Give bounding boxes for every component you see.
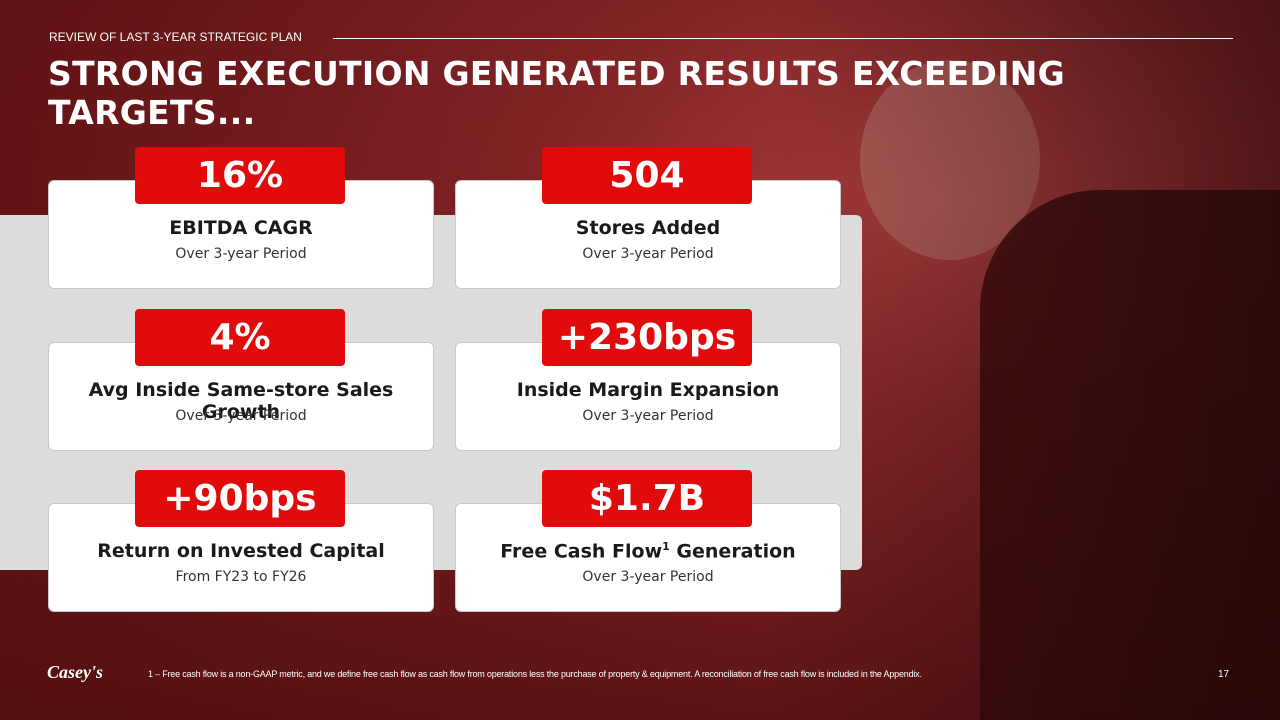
metric-value: +230bps xyxy=(542,309,752,366)
metric-label: EBITDA CAGR xyxy=(49,217,433,239)
metric-label-text: Free Cash Flow xyxy=(500,540,663,563)
metric-label: Return on Invested Capital xyxy=(49,540,433,562)
metric-value: +90bps xyxy=(135,470,345,527)
metric-label-text: Inside Margin Expansion xyxy=(516,379,780,401)
slide-title: STRONG EXECUTION GENERATED RESULTS EXCEE… xyxy=(48,54,1066,132)
metric-label: Free Cash Flow1 Generation xyxy=(456,540,840,562)
metric-label-text: Stores Added xyxy=(575,217,721,239)
metric-sublabel: Over 3-year Period xyxy=(175,408,307,424)
metric-value: $1.7B xyxy=(542,470,752,527)
metric-label: Inside Margin Expansion xyxy=(456,379,840,401)
metric-label: Stores Added xyxy=(456,217,840,239)
footnote: 1 – Free cash flow is a non-GAAP metric,… xyxy=(148,669,922,679)
page-number: 17 xyxy=(1218,669,1230,680)
footnote-ref: 1 xyxy=(662,540,670,553)
metric-value: 4% xyxy=(135,309,345,366)
metric-sublabel: Over 3-year Period xyxy=(582,246,714,262)
metric-sublabel: Over 3-year Period xyxy=(582,569,714,585)
metric-label-text: Return on Invested Capital xyxy=(97,540,385,562)
header-rule xyxy=(333,38,1233,39)
metric-value: 504 xyxy=(542,147,752,204)
metric-label-suffix: Generation xyxy=(676,540,796,563)
metric-label-text: EBITDA CAGR xyxy=(169,217,313,239)
kicker: REVIEW OF LAST 3-YEAR STRATEGIC PLAN xyxy=(49,30,302,44)
metric-card: Free Cash Flow1 Generation Over 3-year Pe… xyxy=(455,503,841,612)
metric-value: 16% xyxy=(135,147,345,204)
metric-sublabel: Over 3-year Period xyxy=(175,246,307,262)
metric-label: Avg Inside Same-store Sales Growth xyxy=(49,379,433,423)
metric-sublabel: From FY23 to FY26 xyxy=(175,569,307,585)
logo: Casey's xyxy=(47,662,103,682)
metric-label-text: Avg Inside Same-store Sales Growth xyxy=(88,379,394,423)
metric-sublabel: Over 3-year Period xyxy=(582,408,714,424)
